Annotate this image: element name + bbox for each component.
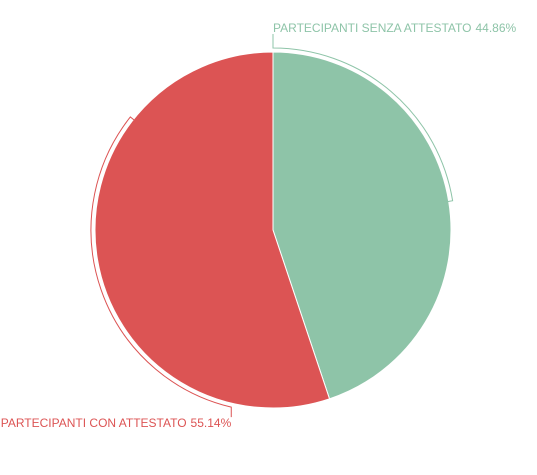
leader-line bbox=[272, 34, 454, 203]
slice-label-value: 55.14% bbox=[191, 416, 232, 430]
leader-line bbox=[90, 116, 232, 418]
slice-label: PARTECIPANTI CON ATTESTATO 55.14% bbox=[1, 416, 232, 430]
slice-label-value: 44.86% bbox=[475, 21, 516, 35]
pie-slice bbox=[94, 51, 331, 409]
slice-label: PARTECIPANTI SENZA ATTESTATO 44.86% bbox=[273, 21, 517, 35]
slice-label-name: PARTECIPANTI CON ATTESTATO bbox=[1, 416, 187, 430]
slice-label-name: PARTECIPANTI SENZA ATTESTATO bbox=[273, 21, 471, 35]
